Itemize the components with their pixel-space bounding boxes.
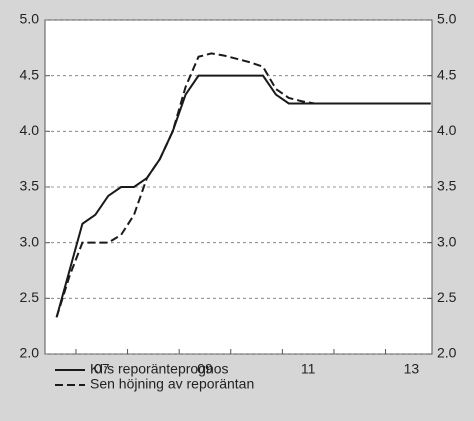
y2-tick-label: 4.0 (437, 122, 457, 138)
y2-tick-label: 3.5 (437, 178, 457, 194)
x-tick-label: 13 (404, 361, 420, 377)
y-tick-label: 2.5 (20, 289, 40, 305)
line-series (55, 74, 431, 318)
legend-label: KI:s reporänteprognos (90, 361, 229, 377)
legend-label: Sen höjning av reporäntan (90, 376, 254, 392)
y-tick-label: 4.5 (20, 66, 40, 82)
x-tick-label: 07 (94, 361, 110, 377)
y-tick-label: 3.0 (20, 233, 40, 249)
line-series (55, 52, 431, 318)
y2-tick-label: 3.0 (437, 233, 457, 249)
y-tick-label: 3.5 (20, 178, 40, 194)
y2-tick-label: 4.5 (437, 66, 457, 82)
y2-tick-label: 2.5 (437, 289, 457, 305)
x-tick-label: 09 (197, 361, 213, 377)
y-tick-label: 4.0 (20, 122, 40, 138)
y2-tick-label: 5.0 (437, 11, 457, 27)
y-tick-label: 2.0 (20, 345, 40, 361)
y-tick-label: 5.0 (20, 11, 40, 27)
y2-tick-label: 2.0 (437, 345, 457, 361)
x-tick-label: 11 (301, 361, 316, 377)
